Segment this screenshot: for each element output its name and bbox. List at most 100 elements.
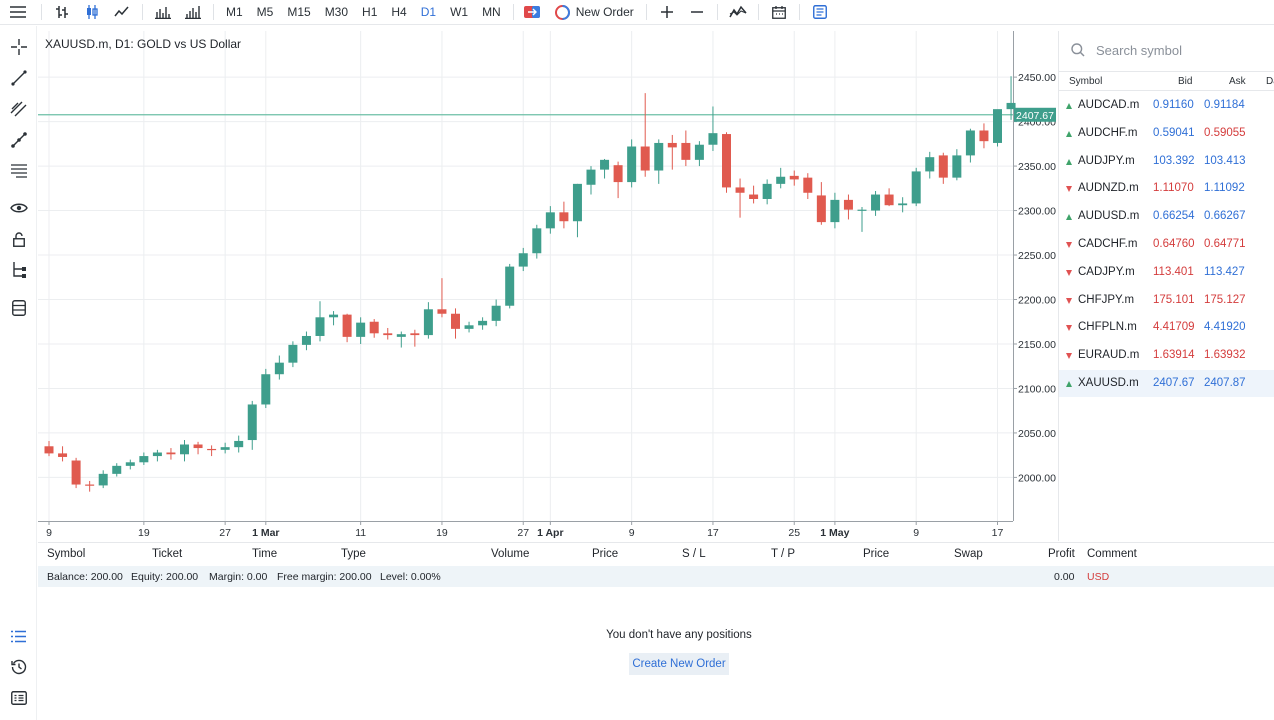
watch-symbol: CADJPY.m <box>1078 265 1135 278</box>
line-chart-icon[interactable] <box>107 0 137 25</box>
price-chart[interactable]: 2450.00 2400.00 2350.00 2300.00 2250.00 2200.… <box>38 31 1058 542</box>
search-input[interactable] <box>1096 42 1256 58</box>
watch-row-xauusd-m[interactable]: XAUUSD.m 2407.67 2407.87 <box>1059 370 1274 397</box>
column-current-price[interactable]: Price <box>863 548 890 560</box>
timeframe-h1[interactable]: H1 <box>362 5 378 19</box>
column-ask[interactable]: Ask <box>1229 76 1246 87</box>
candle-body <box>71 460 81 485</box>
arrow-down-icon <box>1066 353 1072 360</box>
journal-icon[interactable] <box>0 685 37 711</box>
watch-row-audjpy-m[interactable]: AUDJPY.m 103.392 103.413 <box>1059 148 1274 175</box>
account-margin: Margin: 0.00 <box>209 571 268 583</box>
eye-icon[interactable] <box>0 195 37 221</box>
history-icon[interactable] <box>0 654 37 680</box>
column-bid[interactable]: Bid <box>1178 76 1193 87</box>
candle-body <box>98 473 108 486</box>
column-time[interactable]: Time <box>252 548 278 560</box>
bar-chart-icon[interactable] <box>47 0 77 25</box>
watch-bid: 0.64760 <box>1153 238 1195 250</box>
candle-body <box>911 171 921 204</box>
watch-ask: 4.41920 <box>1204 321 1246 334</box>
column-daily[interactable]: Da <box>1266 76 1274 87</box>
timeframe-m1[interactable]: M1 <box>226 5 243 19</box>
column-stop-loss[interactable]: S / L <box>682 548 706 560</box>
timeframe-w1[interactable]: W1 <box>450 5 469 19</box>
x-tick-label: 17 <box>707 527 719 539</box>
fibonacci-icon[interactable] <box>0 127 37 153</box>
layers-icon[interactable] <box>0 295 37 321</box>
column-type[interactable]: Type <box>341 548 366 560</box>
new-order-button[interactable]: New Order <box>545 0 634 25</box>
candle-body <box>207 448 217 451</box>
crosshair-icon[interactable] <box>0 34 37 60</box>
watch-row-audchf-m[interactable]: AUDCHF.m 0.59041 0.59055 <box>1059 120 1274 147</box>
column-ticket[interactable]: Ticket <box>152 548 183 560</box>
watch-row-audnzd-m[interactable]: AUDNZD.m 1.11070 1.11092 <box>1059 175 1274 202</box>
menu-icon[interactable] <box>0 0 36 25</box>
column-volume[interactable]: Volume <box>491 548 530 560</box>
candle-body <box>383 333 393 336</box>
arrow-down-icon <box>1066 269 1072 276</box>
watch-symbol: AUDUSD.m <box>1078 210 1140 223</box>
timeframe-m15[interactable]: M15 <box>287 5 311 19</box>
channel-icon[interactable] <box>0 96 37 122</box>
column-symbol[interactable]: Symbol <box>1069 76 1103 87</box>
candle-body <box>735 187 745 193</box>
arrow-up-icon <box>1066 130 1072 137</box>
account-currency: USD <box>1087 571 1110 583</box>
column-symbol[interactable]: Symbol <box>47 548 86 560</box>
candle-body <box>600 159 610 170</box>
candle-body <box>871 194 881 211</box>
column-swap[interactable]: Swap <box>954 548 983 560</box>
timeframe-d1[interactable]: D1 <box>420 5 437 19</box>
column-take-profit[interactable]: T / P <box>771 548 796 560</box>
indicators-icon[interactable] <box>178 0 208 25</box>
candlestick-icon[interactable] <box>77 0 107 25</box>
watch-row-cadjpy-m[interactable]: CADJPY.m 113.401 113.427 <box>1059 259 1274 286</box>
candle-body <box>112 465 122 474</box>
watch-row-chfjpy-m[interactable]: CHFJPY.m 175.101 175.127 <box>1059 287 1274 314</box>
watch-row-chfpln-m[interactable]: CHFPLN.m 4.41709 4.41920 <box>1059 314 1274 341</box>
zoom-in-icon[interactable] <box>652 0 682 25</box>
create-new-order-button[interactable]: Create New Order <box>629 653 729 675</box>
lock-icon[interactable] <box>0 226 37 252</box>
toolbar-divider <box>716 4 718 20</box>
watch-bid: 1.11070 <box>1153 182 1194 195</box>
x-tick-label: 19 <box>436 527 448 539</box>
one-click-trading-icon[interactable] <box>519 0 545 25</box>
volume-icon[interactable] <box>148 0 178 25</box>
candle-body <box>342 314 352 337</box>
candle-body <box>478 320 488 326</box>
candle-body <box>749 194 759 199</box>
x-tick-label: 27 <box>219 527 231 539</box>
watch-row-euraud-m[interactable]: EURAUD.m 1.63914 1.63932 <box>1059 342 1274 369</box>
toolbar-divider <box>757 4 759 20</box>
watch-ask: 113.427 <box>1204 265 1245 278</box>
candle-body <box>274 362 284 375</box>
timeframe-h4[interactable]: H4 <box>391 5 407 19</box>
watch-row-audusd-m[interactable]: AUDUSD.m 0.66254 0.66267 <box>1059 203 1274 230</box>
timeframe-m30[interactable]: M30 <box>324 5 349 19</box>
horizontal-lines-icon[interactable] <box>0 158 37 184</box>
timeframe-mn[interactable]: MN <box>482 5 501 19</box>
watch-row-audcad-m[interactable]: AUDCAD.m 0.91160 0.91184 <box>1059 92 1274 119</box>
positions-list-icon[interactable] <box>0 623 37 649</box>
watch-row-cadchf-m[interactable]: CADCHF.m 0.64760 0.64771 <box>1059 231 1274 258</box>
column-profit[interactable]: Profit <box>1048 548 1075 560</box>
column-price[interactable]: Price <box>592 548 619 560</box>
candle-body <box>532 228 542 254</box>
calendar-icon[interactable] <box>764 0 794 25</box>
column-comment[interactable]: Comment <box>1087 548 1137 560</box>
watch-symbol: CHFJPY.m <box>1078 293 1135 306</box>
object-list-icon[interactable] <box>805 0 835 25</box>
zoom-out-icon[interactable] <box>682 0 712 25</box>
object-tree-icon[interactable] <box>0 257 37 283</box>
watch-bid: 175.101 <box>1153 293 1195 306</box>
indicator-icon[interactable] <box>723 0 753 25</box>
timeframe-m5[interactable]: M5 <box>256 5 274 19</box>
trendline-icon[interactable] <box>0 65 37 91</box>
x-tick-label: 1 May <box>820 527 849 539</box>
candle-body <box>843 199 853 210</box>
watch-bid: 103.392 <box>1153 154 1195 167</box>
